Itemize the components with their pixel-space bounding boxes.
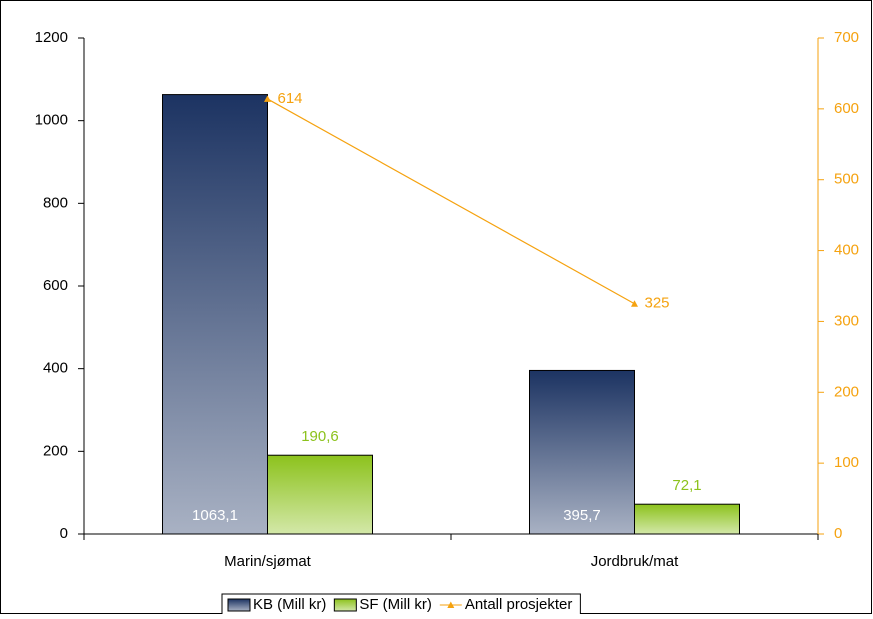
- bar: [529, 369, 635, 535]
- y-tick-label: 1200: [35, 29, 68, 46]
- bar: [162, 94, 268, 535]
- y2-tick-label: 0: [834, 525, 842, 542]
- y2-tick-label: 400: [834, 242, 859, 259]
- legend-label: Antall prosjekter: [465, 596, 573, 613]
- legend-label: SF (Mill kr): [359, 596, 431, 613]
- y-tick-label: 200: [43, 442, 68, 459]
- legend-swatch: [227, 598, 251, 612]
- y-tick-label: 800: [43, 194, 68, 211]
- line-marker: [631, 300, 638, 307]
- y2-tick-label: 200: [834, 383, 859, 400]
- y2-tick-label: 700: [834, 29, 859, 46]
- data-label: 614: [278, 90, 303, 107]
- x-tick-label: Jordbruk/mat: [591, 553, 679, 570]
- y2-tick-label: 600: [834, 100, 859, 117]
- line: [267, 98, 635, 305]
- y2-tick-label: 300: [834, 312, 859, 329]
- data-label: 1063,1: [192, 507, 238, 524]
- legend-label: KB (Mill kr): [253, 596, 326, 613]
- legend: KB (Mill kr) SF (Mill kr) Antall prosjekte…: [221, 593, 581, 616]
- y2-tick-label: 500: [834, 171, 859, 188]
- y-tick-label: 1000: [35, 112, 68, 129]
- data-label: 395,7: [563, 507, 601, 524]
- legend-marker: [447, 601, 455, 608]
- x-tick-label: Marin/sjømat: [224, 553, 312, 570]
- data-label: 325: [645, 295, 670, 312]
- y-tick-label: 600: [43, 277, 68, 294]
- bar: [267, 454, 373, 535]
- bar: [634, 503, 740, 535]
- y-tick-label: 0: [60, 525, 68, 542]
- y2-tick-label: 100: [834, 454, 859, 471]
- y-tick-label: 400: [43, 360, 68, 377]
- line-marker: [264, 95, 271, 102]
- legend-swatch: [333, 598, 357, 612]
- data-label: 190,6: [301, 428, 339, 445]
- data-label: 72,1: [672, 477, 701, 494]
